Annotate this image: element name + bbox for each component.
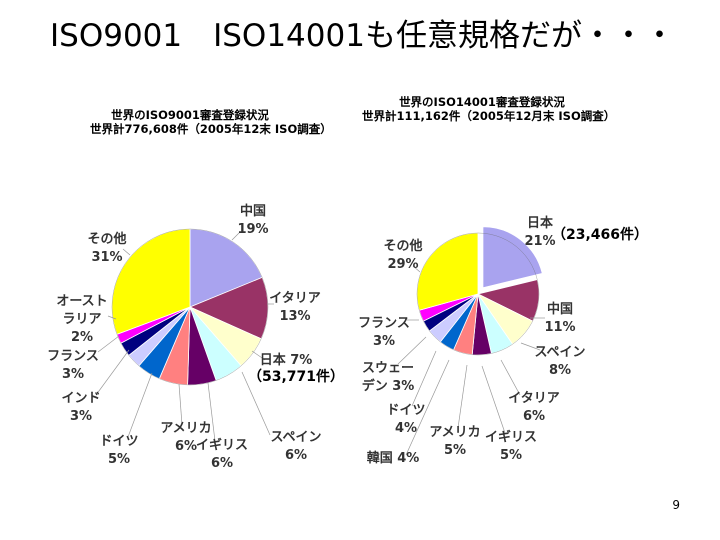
pie-1-leader-line-7 (411, 350, 437, 407)
pie-1-leader-line-6 (405, 359, 450, 456)
pie-0-leader-line-5 (178, 383, 183, 426)
pie-1-label-10-0: その他 (383, 238, 422, 254)
pie-0-label-5-0: アメリカ (160, 421, 211, 436)
pie-1-label-1-1: 11% (544, 320, 575, 335)
iso9001-japan-count-annotation: （53,771件） (248, 368, 344, 385)
iso14001-chart-subtitle: 世界計111,162件（2005年12月末 ISO調査） (362, 109, 616, 123)
pie-0-label-10-1: 31% (91, 250, 122, 265)
pie-1-label-6-0: 韓国 4% (367, 450, 420, 466)
pie-1-label-5-1: 5% (444, 443, 466, 458)
pie-1-label-9-1: 3% (373, 334, 395, 349)
pie-0-label-0-0: 中国 (240, 203, 266, 219)
pie-0-label-9-2: 2% (71, 330, 93, 345)
pie-0-label-7-1: 3% (70, 409, 92, 424)
pie-1-label-2-1: 8% (549, 363, 571, 378)
pie-0-label-4-1: 6% (211, 456, 233, 471)
pie-0-label-1-0: イタリア (269, 291, 320, 306)
pie-1-leader-line-3 (500, 359, 521, 396)
pie-1-label-3-1: 6% (523, 409, 545, 424)
pie-1-label-8-1: デン 3% (362, 378, 415, 394)
pie-1-leader-line-5 (457, 364, 468, 429)
pie-1-label-4-1: 5% (500, 448, 522, 463)
pie-0-leader-line-8 (97, 335, 120, 353)
pie-0-leader-line-2 (251, 350, 266, 361)
pie-1-label-9-0: フランス (358, 316, 410, 331)
pie-0-label-5-1: 6% (175, 439, 197, 454)
pie-1-leader-line-2 (520, 342, 541, 351)
pie-1-label-1-0: 中国 (547, 301, 573, 317)
pie-0-label-9-1: ラリア (62, 312, 101, 327)
pie-0-leader-line-0 (231, 231, 241, 241)
pie-0-leader-line-6 (127, 372, 153, 438)
pie-0-label-3-0: スペイン (270, 430, 321, 445)
pie-1-label-7-1: 4% (395, 421, 417, 436)
pie-0-label-3-1: 6% (285, 448, 307, 463)
pie-0-leader-line-4 (207, 382, 216, 442)
pie-0-leader-line-3 (241, 371, 271, 436)
pie-0-label-8-1: 3% (62, 367, 84, 382)
iso9001-chart-title: 世界のISO9001審査登録状況 (111, 108, 269, 122)
pie-0-outline (111, 228, 269, 386)
pie-1-leader-line-4 (481, 365, 506, 434)
pie-1-label-0-0: 日本 (527, 215, 553, 231)
pie-0-label-4-0: イギリス (196, 437, 248, 453)
iso9001-chart-heading: 世界のISO9001審査登録状況 世界計776,608件（2005年12末 IS… (90, 108, 332, 136)
iso14001-japan-count-annotation: （23,466件） (552, 226, 648, 243)
pie-0-label-6-1: 5% (108, 452, 130, 467)
pie-0-label-9-0: オースト (56, 294, 107, 309)
pie-0-leader-line-10 (122, 248, 131, 256)
pie-1-outline (416, 232, 540, 356)
slide-title: ISO9001 ISO14001も任意規格だが・・・ (50, 18, 675, 54)
pie-0-label-0-1: 19% (237, 222, 268, 237)
pie-1-label-5-0: アメリカ (429, 425, 480, 440)
pie-1-label-4-0: イギリス (485, 429, 537, 445)
pie-1-label-2-0: スペイン (534, 345, 585, 360)
page-number: 9 (672, 498, 680, 512)
pie-0-label-2-0: 日本 7% (260, 352, 313, 368)
pie-0-label-10-0: その他 (87, 231, 126, 247)
iso14001-chart-title: 世界のISO14001審査登録状況 (399, 95, 565, 109)
pie-1-label-0-1: 21% (524, 234, 555, 249)
pie-1-label-7-0: ドイツ (386, 403, 425, 418)
pie-1-label-10-1: 29% (387, 257, 418, 272)
pie-0-leader-line-7 (95, 349, 130, 396)
pie-0-label-8-0: フランス (47, 349, 99, 364)
pie-0-leader-line-9 (107, 315, 117, 320)
pie-1-label-3-0: イタリア (508, 391, 559, 406)
pie-0-label-7-0: インド (61, 391, 100, 406)
pie-1-slice-0 (482, 226, 543, 289)
pie-1-leader-line-10 (412, 265, 421, 273)
iso9001-chart-subtitle: 世界計776,608件（2005年12末 ISO調査） (90, 122, 332, 136)
pie-0-label-6-0: ドイツ (99, 434, 138, 449)
pie-0-label-1-1: 13% (279, 309, 310, 324)
iso14001-pie-chart: 日本 21% 中国 11% スペイン 8% イタリア 6% イギリス 5% アメリカ 5% 韓国 4% ド… (358, 215, 585, 466)
iso14001-chart-heading: 世界のISO14001審査登録状況 世界計111,162件（2005年12月末 … (362, 95, 616, 123)
pie-1-leader-line-8 (397, 336, 427, 365)
pie-1-label-8-0: スウェー (362, 361, 414, 376)
